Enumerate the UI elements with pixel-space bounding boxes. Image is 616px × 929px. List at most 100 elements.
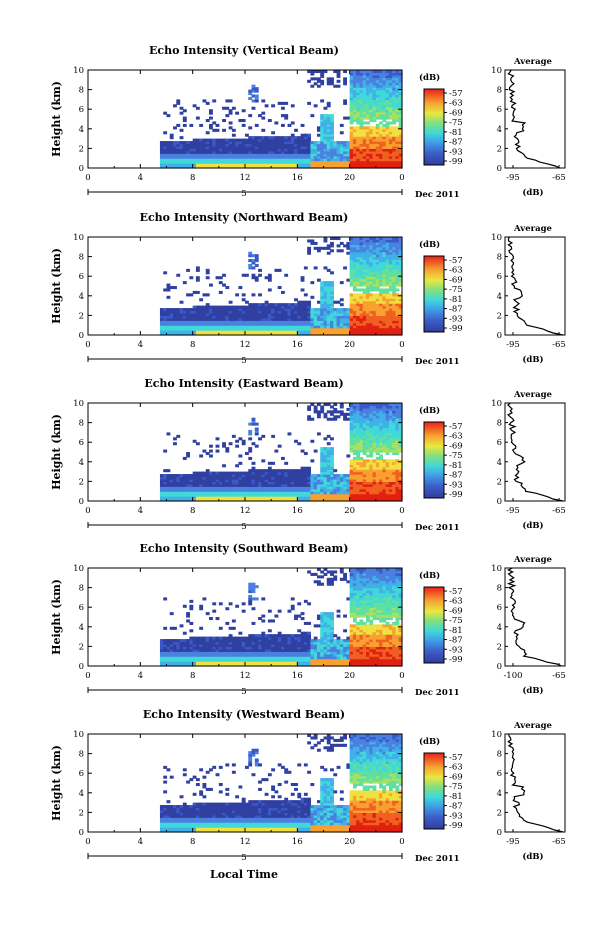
heatmap-cell — [330, 298, 334, 302]
heatmap-cell — [369, 82, 374, 86]
heatmap-cell — [231, 315, 236, 319]
heatmap-cell — [173, 322, 177, 326]
heatmap-cell — [274, 315, 279, 319]
heatmap-cell — [349, 422, 354, 426]
heatmap-cell — [320, 165, 325, 169]
heatmap-cell — [379, 403, 383, 407]
heatmap-cell — [398, 74, 403, 78]
heatmap-cell — [159, 658, 164, 662]
heatmap-cell — [307, 153, 312, 157]
heatmap-cell — [182, 661, 187, 665]
heatmap-cell — [379, 273, 383, 277]
heatmap-cell — [307, 305, 312, 309]
heatmap-cell — [215, 138, 220, 142]
heatmap-cell — [379, 478, 383, 482]
colorbar — [423, 421, 445, 499]
heatmap-cell — [163, 658, 168, 662]
heatmap-cell — [398, 141, 403, 145]
heatmap-cell — [218, 158, 223, 162]
heatmap-cell — [336, 491, 341, 495]
heatmap-cell — [297, 160, 302, 164]
heatmap-cell — [372, 469, 377, 473]
heatmap-cell — [343, 496, 347, 500]
heatmap-cell — [290, 141, 295, 145]
heatmap-cell — [366, 288, 370, 292]
heatmap-cell — [195, 141, 200, 145]
heatmap-cell — [186, 481, 190, 485]
heatmap-cell — [287, 320, 292, 324]
heatmap-cell — [326, 403, 331, 407]
heatmap-cell — [330, 143, 334, 147]
heatmap-cell — [222, 653, 226, 657]
heatmap-cell — [274, 496, 279, 500]
heatmap-cell — [277, 268, 282, 272]
heatmap-cell — [241, 293, 246, 297]
heatmap-cell — [231, 160, 236, 164]
heatmap-cell — [392, 320, 397, 324]
heatmap-cell — [375, 471, 380, 475]
heatmap-cell — [356, 94, 361, 98]
heatmap-cell — [362, 155, 367, 159]
heatmap-cell — [333, 153, 338, 157]
heatmap-cell — [205, 661, 210, 665]
average-x-tick: -65 — [552, 340, 566, 350]
heatmap-cell — [349, 320, 354, 324]
heatmap-cell — [192, 330, 197, 334]
heatmap-cell — [271, 327, 276, 331]
heatmap-cell — [382, 89, 387, 93]
heatmap-cell — [313, 325, 318, 329]
heatmap-cell — [280, 493, 285, 497]
heatmap-cell — [395, 322, 400, 326]
heatmap-cell — [375, 403, 380, 407]
heatmap-cell — [277, 165, 282, 169]
heatmap-cell — [245, 639, 249, 643]
heatmap-cell — [330, 491, 334, 495]
heatmap-cell — [339, 332, 344, 336]
heatmap-cell — [290, 312, 295, 316]
heatmap-cell — [215, 476, 220, 480]
heatmap-cell — [287, 486, 292, 490]
heatmap-cell — [264, 496, 269, 500]
heatmap-cell — [202, 483, 207, 487]
heatmap-cell — [372, 464, 377, 468]
heatmap-cell — [179, 148, 184, 152]
heatmap-cell — [359, 123, 364, 127]
heatmap-cell — [392, 486, 397, 490]
heatmap-cell — [159, 656, 164, 660]
heatmap-cell — [362, 295, 367, 299]
heatmap-cell — [241, 305, 246, 309]
x-tick-label: 0 — [85, 173, 90, 183]
heatmap-cell — [176, 476, 181, 480]
heatmap-cell — [375, 474, 380, 478]
heatmap-cell — [179, 308, 184, 312]
heatmap-cell — [320, 74, 325, 78]
heatmap-cell — [199, 332, 204, 336]
heatmap-cell — [245, 651, 249, 655]
heatmap-cell — [297, 148, 302, 152]
heatmap-cell — [254, 422, 259, 426]
heatmap-cell — [320, 290, 325, 294]
heatmap-cell — [225, 150, 230, 154]
heatmap-cell — [379, 498, 383, 502]
heatmap-cell — [356, 163, 361, 167]
heatmap-cell — [366, 276, 370, 280]
heatmap-cell — [176, 653, 181, 657]
heatmap-cell — [379, 332, 383, 336]
heatmap-cell — [173, 486, 177, 490]
heatmap-cell — [336, 332, 341, 336]
heatmap-cell — [379, 459, 383, 463]
heatmap-cell — [395, 474, 400, 478]
heatmap-cell — [254, 493, 259, 497]
heatmap-cell — [369, 79, 374, 83]
heatmap-cell — [372, 295, 377, 299]
heatmap-cell — [316, 145, 321, 149]
heatmap-cell — [258, 305, 262, 309]
x-tick-label: 0 — [399, 506, 404, 516]
heatmap-cell — [307, 471, 312, 475]
heatmap-cell — [215, 327, 220, 331]
heatmap-cell — [372, 136, 377, 140]
heatmap-cell — [307, 330, 312, 334]
heatmap-cell — [310, 150, 315, 154]
heatmap-cell — [199, 653, 204, 657]
average-x-label: (dB) — [522, 520, 543, 531]
